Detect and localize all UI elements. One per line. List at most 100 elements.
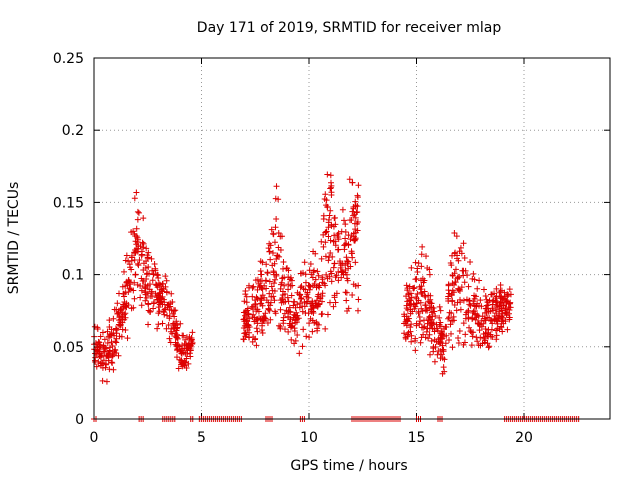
data-point [354,220,361,227]
data-point [483,302,490,309]
data-point [350,212,357,219]
data-point [465,307,472,314]
data-point [325,233,332,240]
data-point [240,309,247,316]
data-point [460,272,467,279]
data-point [497,281,504,288]
data-point [343,297,350,304]
data-point [331,294,338,301]
data-point [143,271,150,278]
data-point [277,281,284,288]
data-point [341,242,348,249]
data-point [318,238,325,245]
data-point [319,279,326,286]
data-point [492,316,499,323]
data-point [328,278,335,285]
data-point [172,333,179,340]
data-point [265,245,272,252]
data-point [142,291,149,298]
data-point [457,306,464,313]
data-point [142,264,149,271]
data-point [355,296,362,303]
data-point [99,329,106,336]
data-point [121,293,128,300]
data-point [408,332,415,339]
data-point [257,258,264,265]
data-point [244,318,251,325]
data-point [155,304,162,311]
data-point [132,233,139,240]
data-point [477,297,484,304]
data-point [167,303,174,310]
data-point [172,339,179,346]
data-point [137,294,144,301]
data-point [494,302,501,309]
data-point [252,277,259,284]
data-point [157,281,164,288]
data-point [320,243,327,250]
data-point [332,242,339,249]
data-point [498,307,505,314]
data-point [112,338,119,345]
data-point [302,279,309,286]
data-point [331,215,338,222]
data-point [128,229,135,236]
data-point [161,309,168,316]
data-point [417,339,424,346]
data-point [168,290,175,297]
data-point [306,320,313,327]
data-point [401,320,408,327]
data-point [280,317,287,324]
data-point [101,344,108,351]
data-point [327,172,334,179]
data-point [241,322,248,329]
data-point [310,305,317,312]
data-point [507,291,514,298]
data-point [147,308,154,315]
data-point [144,255,151,262]
data-point [423,253,430,260]
data-point [335,277,342,284]
data-point [245,311,252,318]
y-tick-label: 0.15 [53,195,84,211]
data-point [322,325,329,332]
data-point [308,305,315,312]
data-point [288,274,295,281]
data-point [436,321,443,328]
data-point [488,326,495,333]
data-point [449,344,456,351]
data-point [430,343,437,350]
data-point [327,207,334,214]
data-point [425,298,432,305]
data-point [149,292,156,299]
data-point [410,301,417,308]
data-point [440,346,447,353]
data-point [437,339,444,346]
data-point [442,340,449,347]
data-point [489,301,496,308]
data-point [101,336,108,343]
data-point [276,322,283,329]
data-point [259,330,266,337]
data-point [318,255,325,262]
data-point [439,335,446,342]
data-point [406,283,413,290]
data-point [499,314,506,321]
data-point [401,330,408,337]
data-point [315,300,322,307]
data-point [159,320,166,327]
data-point [286,320,293,327]
data-point [325,257,332,264]
data-point [152,265,159,272]
data-point [354,194,361,201]
data-point [242,291,249,298]
data-point [284,265,291,272]
data-point [461,339,468,346]
data-point [251,318,258,325]
data-point [105,333,112,340]
data-point [347,263,354,270]
data-point [185,342,192,349]
data-point [353,209,360,216]
data-point [434,351,441,358]
